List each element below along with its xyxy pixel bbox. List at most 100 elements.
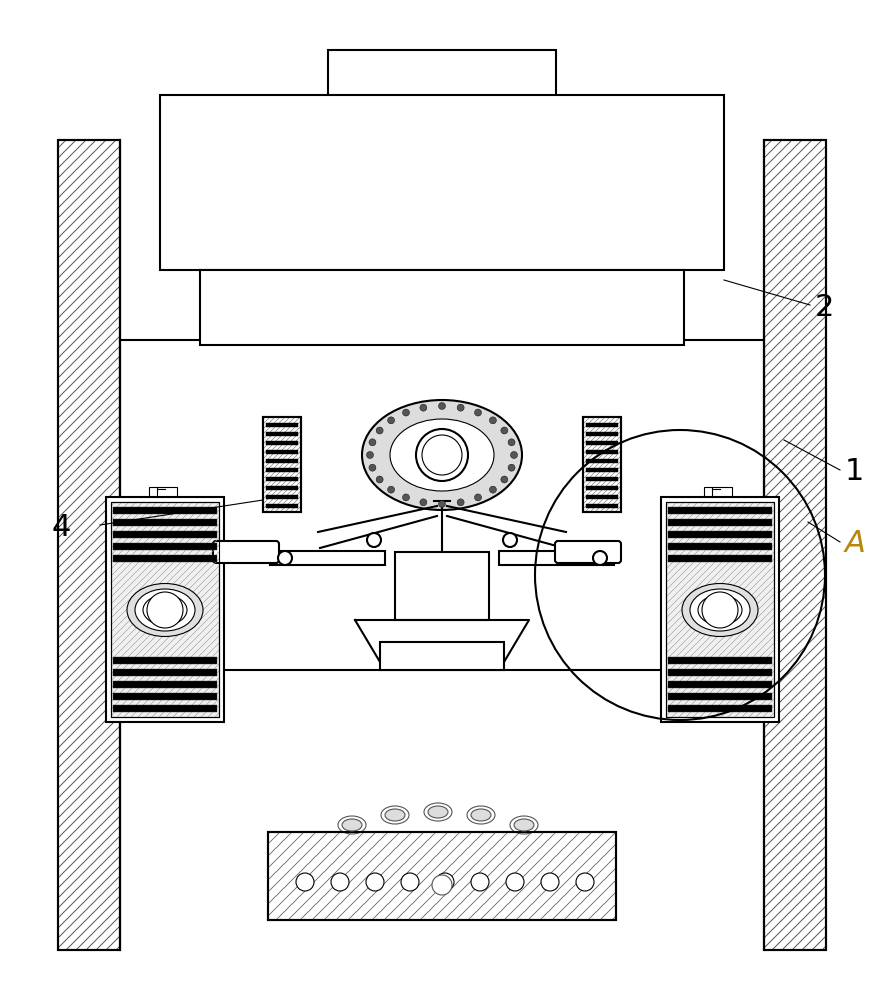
Circle shape <box>508 464 515 471</box>
Bar <box>583 417 621 512</box>
Circle shape <box>490 417 497 424</box>
Ellipse shape <box>514 819 534 831</box>
Ellipse shape <box>342 819 362 831</box>
Circle shape <box>506 873 524 891</box>
Bar <box>586 423 618 427</box>
Circle shape <box>436 873 454 891</box>
Circle shape <box>377 427 383 434</box>
Bar <box>113 705 217 712</box>
Bar <box>668 657 772 664</box>
Bar <box>668 681 772 688</box>
Circle shape <box>501 476 507 483</box>
Bar <box>266 423 298 427</box>
Ellipse shape <box>385 809 405 821</box>
Circle shape <box>422 435 462 475</box>
Circle shape <box>296 873 314 891</box>
Bar <box>586 495 618 499</box>
Text: A: A <box>845 530 865 558</box>
Bar <box>586 477 618 481</box>
Ellipse shape <box>471 809 491 821</box>
Bar <box>586 432 618 436</box>
Bar <box>263 417 301 512</box>
Ellipse shape <box>682 584 758 637</box>
Circle shape <box>420 404 427 411</box>
Circle shape <box>369 439 376 446</box>
Bar <box>266 450 298 454</box>
Bar <box>380 642 504 670</box>
Bar <box>661 497 779 722</box>
Ellipse shape <box>362 400 522 510</box>
Bar <box>266 441 298 445</box>
Bar <box>113 657 217 664</box>
Circle shape <box>457 404 464 411</box>
Bar <box>111 502 219 717</box>
Bar <box>586 486 618 490</box>
Circle shape <box>401 873 419 891</box>
Bar <box>113 693 217 700</box>
Bar <box>266 495 298 499</box>
Circle shape <box>593 551 607 565</box>
Bar <box>160 95 724 270</box>
Circle shape <box>402 409 409 416</box>
Circle shape <box>416 429 468 481</box>
Bar <box>266 504 298 508</box>
Ellipse shape <box>390 419 494 491</box>
Ellipse shape <box>338 816 366 834</box>
Bar <box>113 531 217 538</box>
Ellipse shape <box>135 589 195 631</box>
Bar <box>764 140 826 950</box>
Circle shape <box>369 464 376 471</box>
Bar <box>58 140 120 950</box>
Bar <box>149 487 177 497</box>
Bar <box>668 531 772 538</box>
Bar <box>113 543 217 550</box>
Circle shape <box>402 494 409 501</box>
Bar <box>668 693 772 700</box>
Circle shape <box>147 592 183 628</box>
Bar <box>120 340 764 670</box>
Bar <box>666 502 774 717</box>
Ellipse shape <box>467 806 495 824</box>
Bar <box>113 519 217 526</box>
Circle shape <box>331 873 349 891</box>
Bar <box>499 551 614 565</box>
Text: 1: 1 <box>845 458 865 487</box>
Circle shape <box>501 427 507 434</box>
Bar <box>113 681 217 688</box>
Bar <box>113 669 217 676</box>
Bar <box>266 477 298 481</box>
Circle shape <box>541 873 559 891</box>
Text: 4: 4 <box>52 512 72 542</box>
Bar <box>668 519 772 526</box>
Bar <box>668 507 772 514</box>
Circle shape <box>457 499 464 506</box>
Bar <box>266 468 298 472</box>
Ellipse shape <box>690 589 750 631</box>
Circle shape <box>702 592 738 628</box>
Bar <box>58 140 120 950</box>
Circle shape <box>432 875 452 895</box>
Bar <box>111 502 219 717</box>
Bar <box>668 555 772 562</box>
Bar <box>586 504 618 508</box>
Circle shape <box>387 417 394 424</box>
Bar <box>395 552 489 620</box>
Bar <box>704 487 732 497</box>
Ellipse shape <box>127 584 203 637</box>
Bar <box>266 432 298 436</box>
Circle shape <box>377 476 383 483</box>
Circle shape <box>490 486 497 493</box>
Bar <box>666 502 774 717</box>
Circle shape <box>366 873 384 891</box>
Circle shape <box>438 500 446 508</box>
Bar <box>328 50 556 100</box>
Bar <box>668 543 772 550</box>
Bar <box>586 468 618 472</box>
Bar <box>268 832 616 920</box>
Ellipse shape <box>143 595 187 625</box>
Circle shape <box>367 452 374 458</box>
Bar <box>266 486 298 490</box>
Bar <box>668 705 772 712</box>
Bar <box>113 555 217 562</box>
Circle shape <box>508 439 515 446</box>
